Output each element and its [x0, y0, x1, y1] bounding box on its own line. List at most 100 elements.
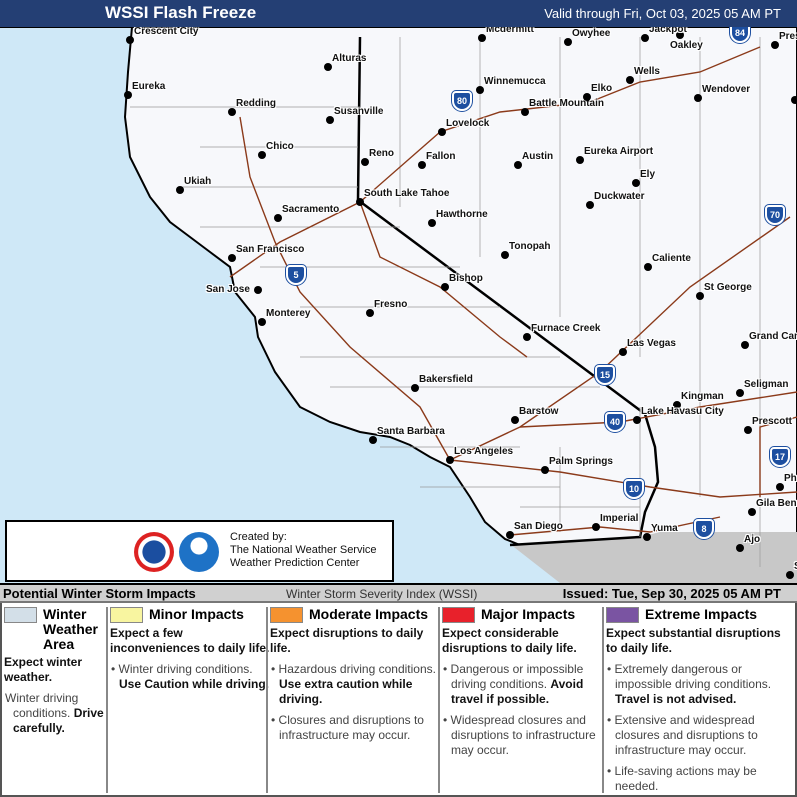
city-label: Wendover	[702, 84, 751, 95]
land	[0, 27, 797, 583]
legend-divider	[266, 607, 268, 793]
city-dot	[633, 416, 641, 424]
city-label: Fallon	[426, 151, 456, 162]
map-base	[0, 27, 797, 583]
legend-title: Winter Weather Area	[43, 606, 98, 652]
city-label: Mcdermitt	[486, 27, 534, 35]
city-dot	[418, 161, 426, 169]
legend-title: Extreme Impacts	[645, 606, 758, 622]
bullet-emphasis: Travel is not advised.	[615, 692, 737, 706]
legend-bullet: • Extremely dangerous or impossible driv…	[607, 662, 772, 706]
city-label: Duckwater	[594, 191, 645, 202]
interstate-shield-icon: 80	[452, 91, 472, 111]
valid-time: Valid through Fri, Oct 03, 2025 05 AM PT	[544, 6, 781, 21]
city-dot	[411, 384, 419, 392]
impact-legend: Winter Weather Area Expect winter weather…	[0, 603, 797, 797]
city-label: Furnace Creek	[531, 323, 601, 334]
swatch-minor	[110, 607, 143, 623]
legend-divider	[438, 607, 440, 793]
city-label: Barstow	[519, 406, 559, 417]
city-dot	[673, 401, 681, 409]
city-dot	[176, 186, 184, 194]
interstate-shield-icon: 5	[286, 265, 306, 285]
bullet-text: Extremely dangerous or impossible drivin…	[614, 662, 772, 691]
bullet-text: Winter driving conditions.	[118, 662, 253, 676]
city-dot	[369, 436, 377, 444]
city-dot	[254, 286, 262, 294]
city-dot	[446, 456, 454, 464]
swatch-moderate	[270, 607, 303, 623]
city-label: Imperial	[600, 513, 639, 524]
city-dot	[643, 533, 651, 541]
city-dot	[228, 108, 236, 116]
city-label: Winnemucca	[484, 76, 546, 87]
city-label: Oakley	[670, 40, 703, 51]
city-dot	[361, 158, 369, 166]
interstate-shield-icon: 84	[730, 27, 750, 43]
index-name: Winter Storm Severity Index (WSSI)	[286, 587, 478, 601]
city-dot	[501, 251, 509, 259]
map-title: WSSI Flash Freeze	[105, 3, 257, 22]
interstate-shield-icon: 8	[694, 519, 714, 539]
swatch-extreme	[606, 607, 639, 623]
city-label: Tonopah	[509, 241, 551, 252]
city-dot	[641, 34, 649, 42]
city-dot	[736, 544, 744, 552]
city-label: Lovelock	[446, 118, 490, 129]
legend-bullet: • Life-saving actions may be needed.	[607, 764, 757, 793]
city-dot	[124, 91, 132, 99]
city-dot	[744, 426, 752, 434]
city-dot	[523, 333, 531, 341]
city-dot	[771, 41, 779, 49]
bullet-text: Closures and disruptions to infrastructu…	[278, 713, 424, 742]
city-dot	[476, 86, 484, 94]
city-label: Redding	[236, 98, 276, 109]
city-dot	[694, 94, 702, 102]
city-dot	[258, 318, 266, 326]
city-dot	[676, 31, 684, 39]
credit-box: Created by: The National Weather Service…	[5, 520, 394, 582]
legend-divider	[106, 607, 108, 793]
city-dot	[514, 161, 522, 169]
city-label: Prescott	[752, 416, 793, 427]
city-dot	[791, 96, 797, 104]
city-dot	[258, 151, 266, 159]
city-label: Kingman	[681, 391, 724, 402]
bullet-text: Widespread closures and disruptions to i…	[450, 713, 596, 757]
city-label: Jackpot	[649, 27, 687, 35]
city-label: Sacramento	[282, 204, 340, 215]
city-dot	[366, 309, 374, 317]
city-dot	[696, 292, 704, 300]
city-dot	[356, 198, 364, 206]
city-dot	[506, 531, 514, 539]
city-dot	[776, 483, 784, 491]
city-dot	[126, 36, 134, 44]
credit-line-1: Created by:	[230, 531, 287, 543]
city-label: Sells	[794, 561, 797, 572]
city-label: St George	[704, 282, 752, 293]
city-label: Los Angeles	[454, 446, 514, 457]
legend-expect: Expect disruptions to daily life.	[270, 626, 424, 655]
legend-divider	[602, 607, 604, 793]
city-dot	[632, 179, 640, 187]
interstate-shield-icon: 40	[605, 412, 625, 432]
city-dot	[786, 571, 794, 579]
map[interactable]: Crescent City Alturas Eureka Redding Susanvi…	[0, 27, 797, 583]
legend-minor: Minor Impacts Expect a few inconveniences…	[110, 607, 270, 793]
city-label: Palm Springs	[549, 456, 613, 467]
issued-time: Issued: Tue, Sep 30, 2025 05 AM PT	[562, 586, 781, 601]
legend-expect: Expect considerable disruptions to daily…	[442, 626, 577, 655]
legend-title: Minor Impacts	[149, 606, 244, 622]
city-label: Gila Bend	[756, 498, 797, 509]
city-dot	[438, 128, 446, 136]
city-label: Fresno	[374, 299, 408, 310]
legend-moderate: Moderate Impacts Expect disruptions to da…	[270, 607, 440, 793]
city-label: Caliente	[652, 253, 691, 264]
city-dot	[541, 466, 549, 474]
city-label: Phoenix	[784, 473, 797, 484]
noaa-logo-icon	[179, 532, 219, 572]
city-label: Alturas	[332, 53, 367, 64]
city-dot	[644, 263, 652, 271]
city-label: San Diego	[514, 521, 563, 532]
city-label: Wells	[634, 66, 660, 77]
